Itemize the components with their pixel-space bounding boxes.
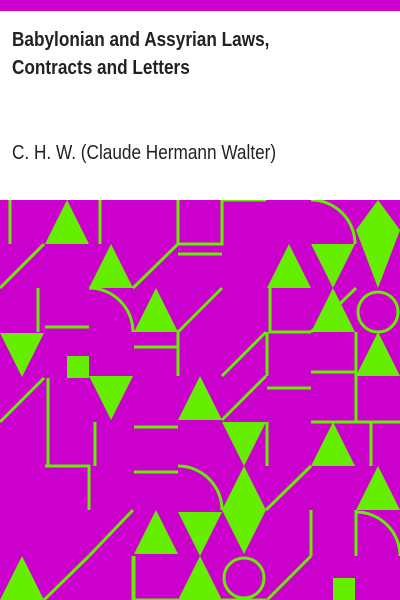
pattern-triangle	[89, 376, 133, 420]
pattern-diamond	[356, 200, 400, 288]
pattern-bracket	[220, 200, 266, 222]
pattern-triangle	[45, 200, 89, 244]
pattern-triangle	[178, 556, 222, 600]
pattern-line	[131, 242, 180, 290]
book-author: C. H. W. (Claude Hermann Walter)	[12, 142, 277, 164]
pattern-triangle	[134, 510, 178, 554]
pattern-triangle	[178, 376, 222, 420]
pattern-line	[220, 330, 268, 378]
pattern-triangle	[0, 556, 44, 600]
pattern-arc	[355, 510, 400, 557]
pattern-bracket	[354, 332, 400, 424]
pattern-arc	[88, 286, 135, 333]
pattern-line	[309, 286, 358, 334]
pattern-line	[87, 508, 135, 558]
cover-pattern	[0, 200, 400, 600]
pattern-square	[333, 578, 355, 600]
pattern-triangle	[356, 466, 400, 510]
book-title: Babylonian and Assyrian Laws, Contracts …	[12, 26, 382, 82]
pattern-arc	[310, 200, 357, 245]
pattern-triangle	[0, 333, 44, 377]
pattern-bracket	[45, 464, 91, 510]
pattern-line	[265, 554, 313, 600]
pattern-triangle	[311, 422, 355, 466]
pattern-triangle	[267, 244, 311, 288]
pattern-square	[67, 356, 89, 378]
pattern-triangle	[89, 244, 133, 288]
pattern-line	[220, 374, 268, 422]
pattern-line	[0, 242, 46, 290]
pattern-triangle	[134, 288, 178, 332]
pattern-line	[42, 554, 91, 600]
title-line-1: Babylonian and Assyrian Laws,	[12, 29, 270, 51]
top-accent-bar	[0, 0, 400, 11]
pattern-triangle	[356, 332, 400, 376]
pattern-triangle	[311, 244, 355, 288]
pattern-bracket	[268, 288, 311, 334]
title-line-2: Contracts and Letters	[12, 57, 190, 79]
pattern-circle	[356, 290, 400, 334]
pattern-triangle	[178, 512, 222, 556]
pattern-line	[264, 464, 313, 512]
pattern-diamond	[222, 466, 266, 554]
pattern-line	[0, 376, 46, 424]
pattern-line	[176, 286, 224, 334]
pattern-circle	[222, 556, 266, 600]
pattern-bracket	[132, 556, 178, 600]
pattern-arc	[177, 464, 224, 511]
pattern-triangle	[222, 422, 266, 466]
